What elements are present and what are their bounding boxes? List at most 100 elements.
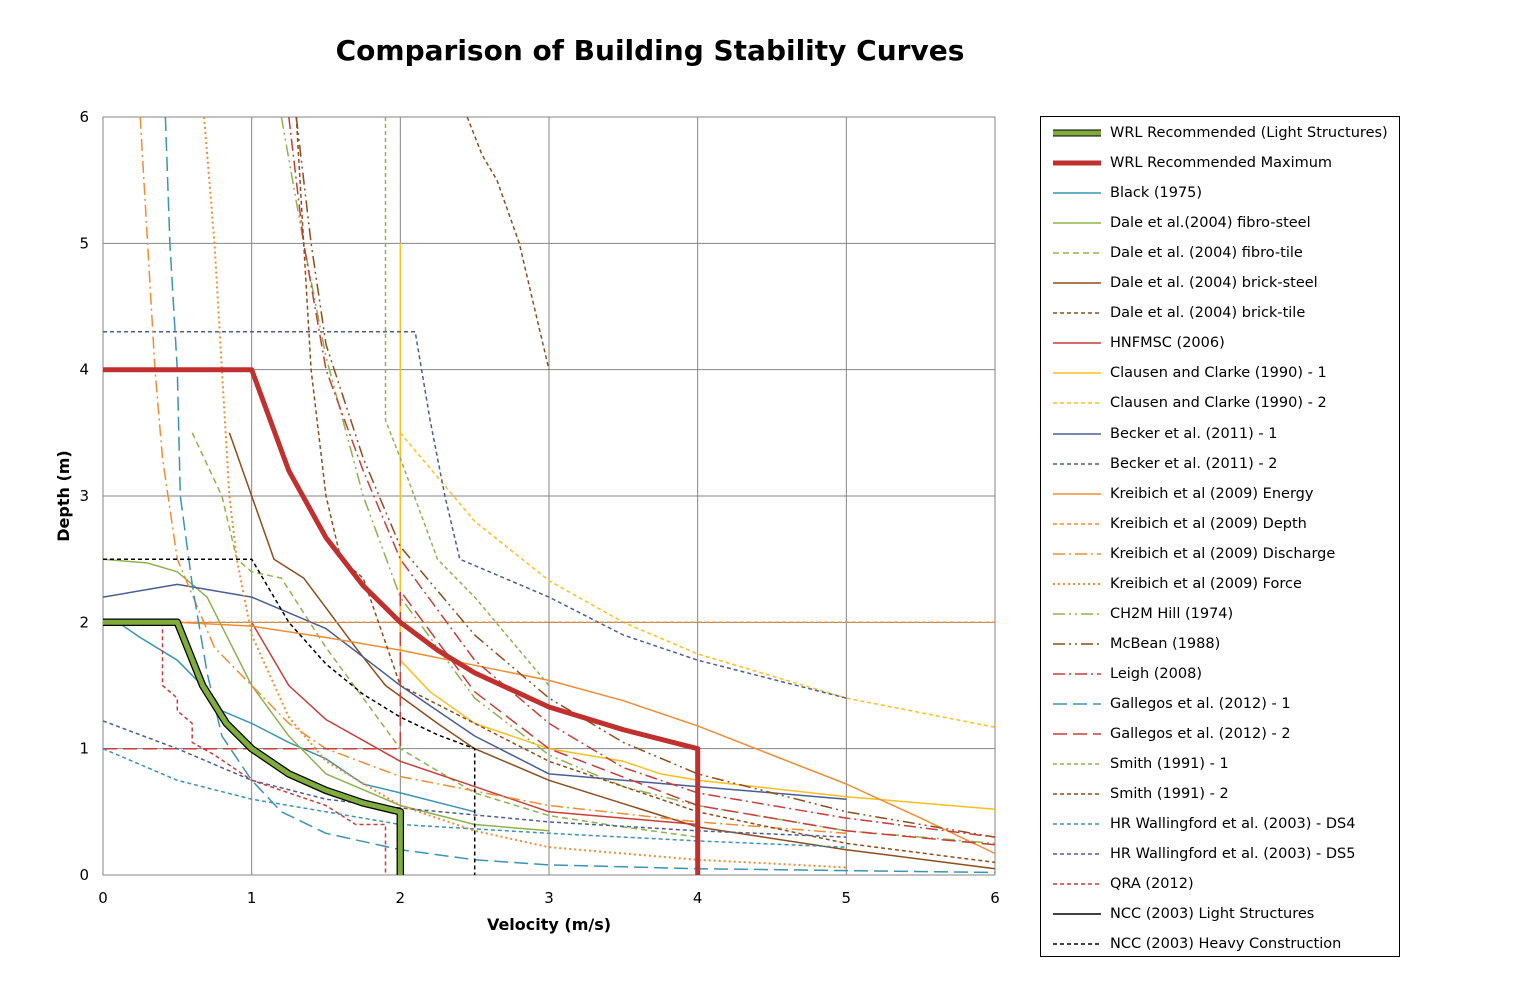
legend-item: Black (1975) <box>1041 182 1401 212</box>
legend-item: Kreibich et al (2009) Depth <box>1041 513 1401 543</box>
x-axis-title: Velocity (m/s) <box>487 915 611 934</box>
series-ncc-2003-heavy-construction <box>103 558 476 875</box>
legend-label: QRA (2012) <box>1110 876 1194 893</box>
series-dale-et-al-2004-brick-tile <box>466 116 550 370</box>
y-tick-label: 4 <box>79 361 89 379</box>
series-dale-et-al-2004-fibro-tile <box>191 432 698 838</box>
legend-swatch <box>1053 432 1101 435</box>
series-kreibich-et-al-2009-force <box>203 116 847 869</box>
legend-item: Smith (1991) - 1 <box>1041 753 1401 783</box>
legend-label: NCC (2003) Heavy Construction <box>1110 936 1342 953</box>
legend-swatch <box>1053 372 1101 375</box>
legend-label: NCC (2003) Light Structures <box>1110 906 1315 923</box>
legend-label: Leigh (2008) <box>1110 665 1202 682</box>
legend-swatch <box>1053 222 1101 224</box>
legend-item: Dale et al.(2004) fibro-steel <box>1041 212 1401 242</box>
legend-item: HR Wallingford et al. (2003) - DS5 <box>1041 843 1401 873</box>
series-smith-1991-1 <box>384 117 550 686</box>
x-tick-label: 3 <box>544 889 554 907</box>
legend-label: Gallegos et al. (2012) - 2 <box>1110 726 1291 742</box>
legend-item: Kreibich et al (2009) Force <box>1041 573 1401 603</box>
legend-swatch <box>1053 703 1101 705</box>
legend-label: WRL Recommended (Light Structures) <box>1110 125 1388 141</box>
legend-label: McBean (1988) <box>1110 635 1221 652</box>
legend-swatch <box>1053 522 1101 525</box>
legend-label: WRL Recommended Maximum <box>1110 155 1333 172</box>
legend-label: Gallegos et al. (2012) - 1 <box>1110 695 1291 712</box>
legend-label: Becker et al. (2011) - 2 <box>1110 455 1278 472</box>
legend-swatch <box>1053 823 1101 825</box>
series-dale-et-al-2004-fibro-steel <box>102 558 550 832</box>
legend-swatch <box>1053 613 1101 615</box>
legend-swatch <box>1053 492 1101 495</box>
legend-swatch <box>1053 853 1101 855</box>
x-tick-label: 5 <box>842 889 852 907</box>
legend-swatch <box>1053 763 1101 765</box>
series-ch2m-hill-1974 <box>280 116 996 845</box>
series-gallegos-et-al-2012-1 <box>164 116 996 874</box>
series-hr-wallingford-et-al-2003-ds4 <box>102 748 847 848</box>
y-tick-label: 6 <box>79 108 89 126</box>
series-wrl-recommended-light-structures <box>103 619 403 875</box>
legend-swatch <box>1053 643 1101 645</box>
series-hnfmsc-2006 <box>251 621 698 826</box>
legend-item: WRL Recommended Maximum <box>1041 152 1401 182</box>
legend-label: Dale et al. (2004) brick-tile <box>1110 305 1306 322</box>
legend-swatch <box>1053 673 1101 675</box>
legend-swatch <box>1053 342 1101 345</box>
legend-label: Kreibich et al (2009) Depth <box>1110 515 1307 532</box>
legend-swatch <box>1053 192 1101 194</box>
series-clausen-and-clarke-1990-1 <box>399 243 996 811</box>
plot-area: 0 1 2 3 4 5 6 0 1 2 3 4 5 6 Velocity (m/s) Depth (m) <box>54 108 1000 934</box>
x-tick-label: 4 <box>693 889 703 907</box>
grid-lines <box>102 116 996 876</box>
chart-title: Comparison of Building Stability Curves <box>335 34 965 67</box>
legend-item: Dale et al. (2004) fibro-tile <box>1041 242 1401 272</box>
legend-item: Gallegos et al. (2012) - 1 <box>1041 693 1401 723</box>
series-dale-et-al-2004-brick-steel <box>228 432 996 870</box>
legend-swatch <box>1053 913 1101 916</box>
legend-item: HR Wallingford et al. (2003) - DS4 <box>1041 813 1401 843</box>
legend-label: Smith (1991) - 1 <box>1110 756 1229 773</box>
legend-swatch <box>1053 402 1101 405</box>
legend-item: Dale et al. (2004) brick-tile <box>1041 302 1401 332</box>
legend-item: Becker et al. (2011) - 2 <box>1041 453 1401 483</box>
y-tick-label: 0 <box>79 866 89 884</box>
series-layer <box>102 116 996 875</box>
legend-label: Dale et al.(2004) fibro-steel <box>1110 215 1311 232</box>
legend-item: McBean (1988) <box>1041 633 1401 663</box>
legend-label: HR Wallingford et al. (2003) - DS4 <box>1110 816 1356 833</box>
legend-label: Kreibich et al (2009) Discharge <box>1110 545 1336 562</box>
legend: WRL Recommended (Light Structures) WRL Re… <box>1040 116 1400 957</box>
legend-item: CH2M Hill (1974) <box>1041 603 1401 633</box>
series-gallegos-et-al-2012-2 <box>103 590 996 846</box>
legend-label: Clausen and Clarke (1990) - 2 <box>1110 395 1327 412</box>
x-tick-label: 1 <box>247 889 257 907</box>
legend-item: Dale et al. (2004) brick-steel <box>1041 272 1401 302</box>
legend-swatch <box>1053 129 1101 137</box>
series-mcbean-1988 <box>295 116 996 838</box>
legend-item: Kreibich et al (2009) Energy <box>1041 483 1401 513</box>
x-tick-label: 0 <box>98 889 108 907</box>
series-wrl-recommended-maximum <box>103 367 701 875</box>
legend-swatch <box>1053 733 1101 735</box>
legend-item: WRL Recommended (Light Structures) <box>1041 122 1401 152</box>
legend-swatch <box>1053 793 1101 795</box>
legend-item: QRA (2012) <box>1041 873 1401 903</box>
legend-label: Dale et al. (2004) fibro-tile <box>1110 245 1303 262</box>
x-tick-label: 6 <box>990 889 1000 907</box>
legend-swatch <box>1053 160 1101 166</box>
legend-label: Kreibich et al (2009) Energy <box>1110 485 1314 502</box>
series-leigh-2008 <box>288 116 996 838</box>
legend-label: Clausen and Clarke (1990) - 1 <box>1110 365 1327 382</box>
legend-item: NCC (2003) Light Structures <box>1041 903 1401 933</box>
series-black-1975 <box>117 621 475 813</box>
legend-label: Smith (1991) - 2 <box>1110 786 1229 803</box>
legend-label: Black (1975) <box>1110 185 1203 202</box>
legend-item: Clausen and Clarke (1990) - 2 <box>1041 392 1401 422</box>
y-tick-label: 5 <box>79 234 89 252</box>
legend-label: HR Wallingford et al. (2003) - DS5 <box>1110 846 1356 863</box>
legend-label: Kreibich et al (2009) Force <box>1110 575 1302 592</box>
legend-swatch <box>1053 943 1101 946</box>
y-axis-title: Depth (m) <box>54 450 73 542</box>
